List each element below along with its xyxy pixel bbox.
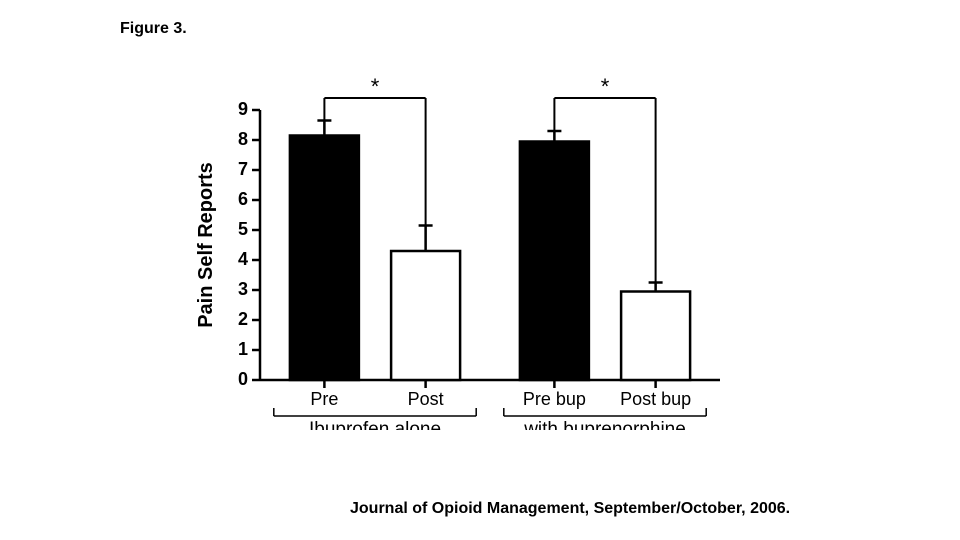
bar: [520, 142, 589, 381]
group-label: with buprenorphine: [523, 419, 686, 430]
page: { "figure": { "title": "Figure 3.", "tit…: [0, 0, 960, 540]
chart-svg: 0 1 2 3 4 5 6 7 8 9 Pain Self Reports Pre Post Pre bu…: [180, 70, 740, 430]
y-tick-label: 2: [238, 309, 248, 329]
y-tick-label: 0: [238, 369, 248, 389]
x-tick-label: Pre: [310, 389, 338, 409]
y-tick-label: 5: [238, 219, 248, 239]
bar-chart: 0 1 2 3 4 5 6 7 8 9 Pain Self Reports Pre Post Pre bu…: [180, 70, 740, 430]
bar: [290, 136, 359, 381]
y-tick-label: 3: [238, 279, 248, 299]
x-tick-label: Post bup: [620, 389, 691, 409]
citation: Journal of Opioid Management, September/…: [350, 500, 790, 518]
figure-title: Figure 3.: [120, 20, 187, 38]
bar: [391, 251, 460, 380]
y-axis-title: Pain Self Reports: [195, 162, 217, 328]
y-tick-label: 1: [238, 339, 248, 359]
x-tick-label: Pre bup: [523, 389, 586, 409]
x-tick-label: Post: [408, 389, 444, 409]
y-tick-label: 4: [238, 249, 248, 269]
significance-star: *: [601, 74, 610, 99]
y-tick-label: 6: [238, 189, 248, 209]
y-tick-label: 8: [238, 129, 248, 149]
significance-star: *: [371, 74, 380, 99]
y-tick-label: 7: [238, 159, 248, 179]
bar: [621, 292, 690, 381]
y-tick-label: 9: [238, 99, 248, 119]
group-label: Ibuprofen alone: [309, 419, 441, 430]
